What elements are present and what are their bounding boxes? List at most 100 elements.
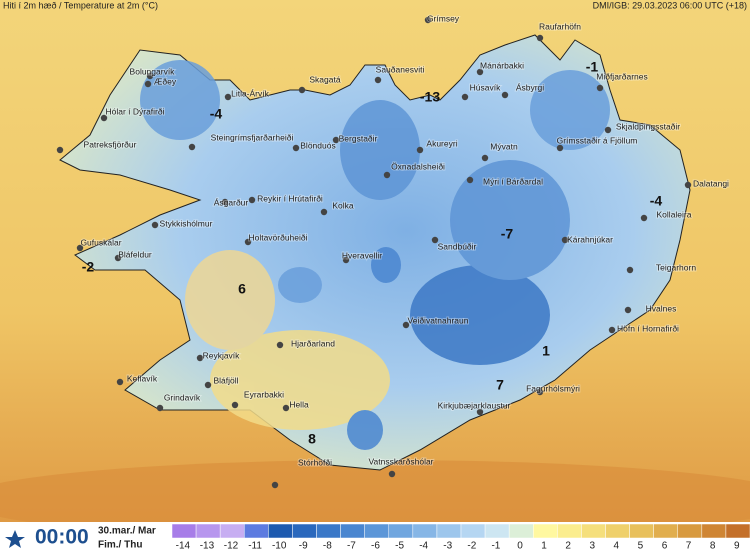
station-label: Húsavík <box>470 82 501 92</box>
station-dot <box>604 126 612 134</box>
station-dot <box>416 146 424 154</box>
forecast-time: 00:00 <box>35 526 89 549</box>
station-label: Mánárbakki <box>480 60 524 70</box>
station-label: Ásbyrgi <box>516 82 544 92</box>
station-dot <box>244 238 252 246</box>
station-dot <box>536 388 544 396</box>
map-temperature: -4 <box>210 106 223 122</box>
legend-swatch <box>605 523 630 539</box>
map-temperature: -2 <box>82 259 95 275</box>
station-dot <box>626 266 634 274</box>
legend-label: -2 <box>467 541 476 552</box>
station-dot <box>114 254 122 262</box>
legend-swatch <box>340 523 365 539</box>
station-label: Grímsey <box>427 13 460 23</box>
station-dot <box>476 68 484 76</box>
station-label: Dalatangi <box>693 178 729 188</box>
station-dot <box>501 91 509 99</box>
station-dot <box>231 401 239 409</box>
station-dot <box>461 93 469 101</box>
legend-label: -11 <box>248 541 262 552</box>
legend-label: -6 <box>371 541 380 552</box>
legend-label: 6 <box>662 541 668 552</box>
station-dot <box>561 236 569 244</box>
station-dot <box>271 481 279 489</box>
station-label: Grindavík <box>164 392 201 402</box>
station-label: Mývatn <box>490 141 518 151</box>
station-label: Raufarhöfn <box>539 21 581 31</box>
station-label: Sandbúðir <box>438 241 477 251</box>
station-dot <box>188 143 196 151</box>
header-source: DMI/IGB: 29.03.2023 06:00 UTC (+18) <box>593 0 747 10</box>
station-label: Blönduós <box>300 140 335 150</box>
legend-swatch <box>171 523 197 539</box>
station-label: Hvalnes <box>646 303 677 313</box>
station-dot <box>298 86 306 94</box>
station-dot <box>374 76 382 84</box>
station-dot <box>402 321 410 329</box>
legend-label: -10 <box>272 541 287 552</box>
station-label: Fagurhólsmýri <box>526 383 580 393</box>
legend-swatch <box>195 523 221 539</box>
legend-label: -9 <box>299 541 308 552</box>
station-label: Höfn í Hornafirði <box>617 323 679 333</box>
legend-label: -12 <box>224 541 239 552</box>
station-label: Hveravellir <box>342 250 382 260</box>
legend-label: -5 <box>395 541 404 552</box>
legend-label: 5 <box>638 541 644 552</box>
legend-label: -1 <box>491 541 500 552</box>
station-dot <box>146 72 154 80</box>
legend-label: -4 <box>419 541 428 552</box>
header-title: Hiti í 2m hæð / Temperature at 2m (°C) <box>3 0 158 10</box>
warm-sea <box>0 460 750 540</box>
legend-label: 8 <box>710 541 716 552</box>
station-dot <box>536 34 544 42</box>
station-label: Bolungarvík <box>130 66 176 76</box>
map-temperature: 6 <box>238 281 246 297</box>
station-label: Mýri í Bárðardal <box>483 176 543 186</box>
station-dot <box>431 236 439 244</box>
legend-swatch <box>244 523 269 539</box>
station-label: Bláfjöll <box>213 375 238 385</box>
station-dot <box>624 306 632 314</box>
station-label: Eyrarbakki <box>244 389 284 399</box>
legend-swatch <box>364 523 389 539</box>
station-dot <box>342 256 350 264</box>
station-label: Patreksfjörður <box>84 139 137 149</box>
station-label: Skjaldþingsstaðir <box>616 121 680 131</box>
station-dot <box>151 221 159 229</box>
station-dot <box>556 144 564 152</box>
station-label: Akureyri <box>426 138 457 148</box>
legend-swatch <box>557 523 582 539</box>
legend-label: 0 <box>517 541 523 552</box>
station-label: Reykjavík <box>203 350 241 360</box>
legend-swatch <box>701 523 727 539</box>
legend-label: 9 <box>734 541 740 552</box>
legend-swatch <box>581 523 606 539</box>
legend-swatch <box>653 523 679 539</box>
station-dot <box>204 381 212 389</box>
station-label: Bergstaðir <box>339 133 378 143</box>
map-temperature: -1 <box>586 59 599 75</box>
legend-swatch <box>725 523 750 539</box>
station-dot <box>196 354 204 362</box>
station-label: Kárahnjúkar <box>567 234 613 244</box>
station-dot <box>56 146 64 154</box>
station-label: Gufuskálar <box>80 237 121 247</box>
map-temperature: 8 <box>308 431 316 447</box>
legend-label: -13 <box>200 541 215 552</box>
station-dot <box>466 176 474 184</box>
legend-label: 4 <box>614 541 620 552</box>
station-label: Kirkjubæjarklaustur <box>438 400 511 410</box>
station-dot <box>424 16 432 24</box>
station-label: Stórhöfði <box>298 457 332 467</box>
station-label: Sauðanesviti <box>376 64 425 74</box>
station-dot <box>248 196 256 204</box>
station-dot <box>156 404 164 412</box>
station-label: Hella <box>289 399 309 409</box>
station-dot <box>221 198 229 206</box>
station-dot <box>76 244 84 252</box>
legend-swatch <box>219 523 245 539</box>
station-dot <box>276 341 284 349</box>
